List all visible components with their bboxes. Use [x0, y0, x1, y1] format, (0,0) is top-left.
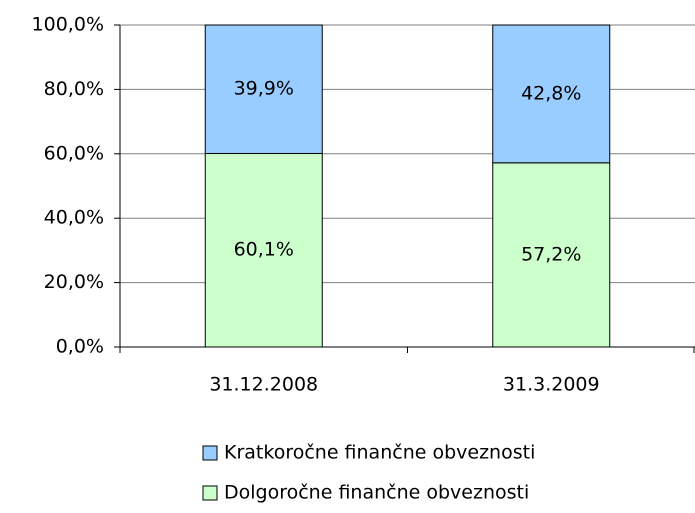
value-label: 60,1%	[234, 239, 294, 261]
bar-segment	[204, 24, 323, 154]
x-tick-label: 31.12.2008	[209, 374, 318, 396]
x-tick-label: 31.3.2009	[503, 374, 600, 396]
y-tick-label: 0,0%	[56, 336, 104, 358]
bar-segment	[492, 24, 611, 164]
y-tick-label: 80,0%	[44, 78, 104, 100]
legend-swatch	[202, 445, 218, 461]
y-tick-label: 100,0%	[32, 14, 104, 36]
y-tick-label: 20,0%	[44, 271, 104, 293]
value-label: 39,9%	[234, 78, 294, 100]
y-tick-label: 60,0%	[44, 142, 104, 164]
bar-segment	[492, 162, 611, 348]
legend-swatch	[202, 485, 218, 501]
legend-label: Kratkoročne finančne obveznosti	[224, 442, 535, 464]
bar-segment	[204, 152, 323, 348]
value-label: 42,8%	[521, 82, 581, 104]
y-tick-label: 40,0%	[44, 207, 104, 229]
value-label: 57,2%	[521, 243, 581, 265]
legend-label: Dolgoročne finančne obveznosti	[224, 482, 529, 504]
